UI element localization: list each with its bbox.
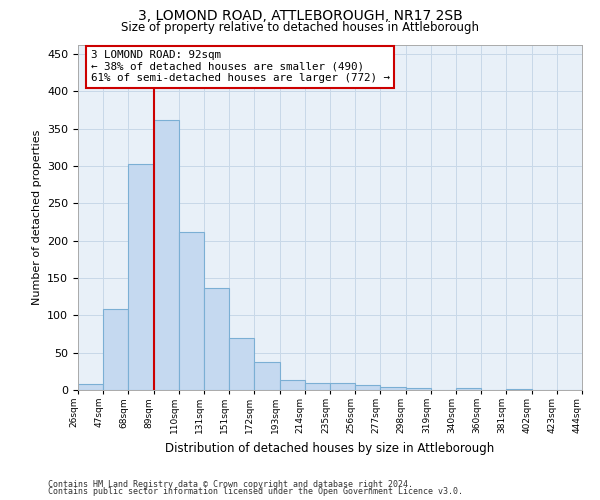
Bar [204, 288, 229, 390]
Bar [380, 387, 406, 390]
X-axis label: Distribution of detached houses by size in Attleborough: Distribution of detached houses by size … [166, 442, 494, 454]
Bar [355, 385, 380, 390]
Text: Contains HM Land Registry data © Crown copyright and database right 2024.: Contains HM Land Registry data © Crown c… [48, 480, 413, 489]
Text: Contains public sector information licensed under the Open Government Licence v3: Contains public sector information licen… [48, 487, 463, 496]
Bar [456, 388, 481, 390]
Text: 3, LOMOND ROAD, ATTLEBOROUGH, NR17 2SB: 3, LOMOND ROAD, ATTLEBOROUGH, NR17 2SB [137, 9, 463, 23]
Bar [254, 362, 280, 390]
Y-axis label: Number of detached properties: Number of detached properties [32, 130, 41, 305]
Bar [280, 380, 305, 390]
Bar [128, 164, 154, 390]
Text: Size of property relative to detached houses in Attleborough: Size of property relative to detached ho… [121, 21, 479, 34]
Bar [154, 120, 179, 390]
Bar [103, 310, 128, 390]
Bar [406, 388, 431, 390]
Bar [78, 384, 103, 390]
Bar [305, 384, 330, 390]
Bar [229, 338, 254, 390]
Text: 3 LOMOND ROAD: 92sqm
← 38% of detached houses are smaller (490)
61% of semi-deta: 3 LOMOND ROAD: 92sqm ← 38% of detached h… [91, 50, 389, 84]
Bar [330, 382, 355, 390]
Bar [179, 232, 204, 390]
